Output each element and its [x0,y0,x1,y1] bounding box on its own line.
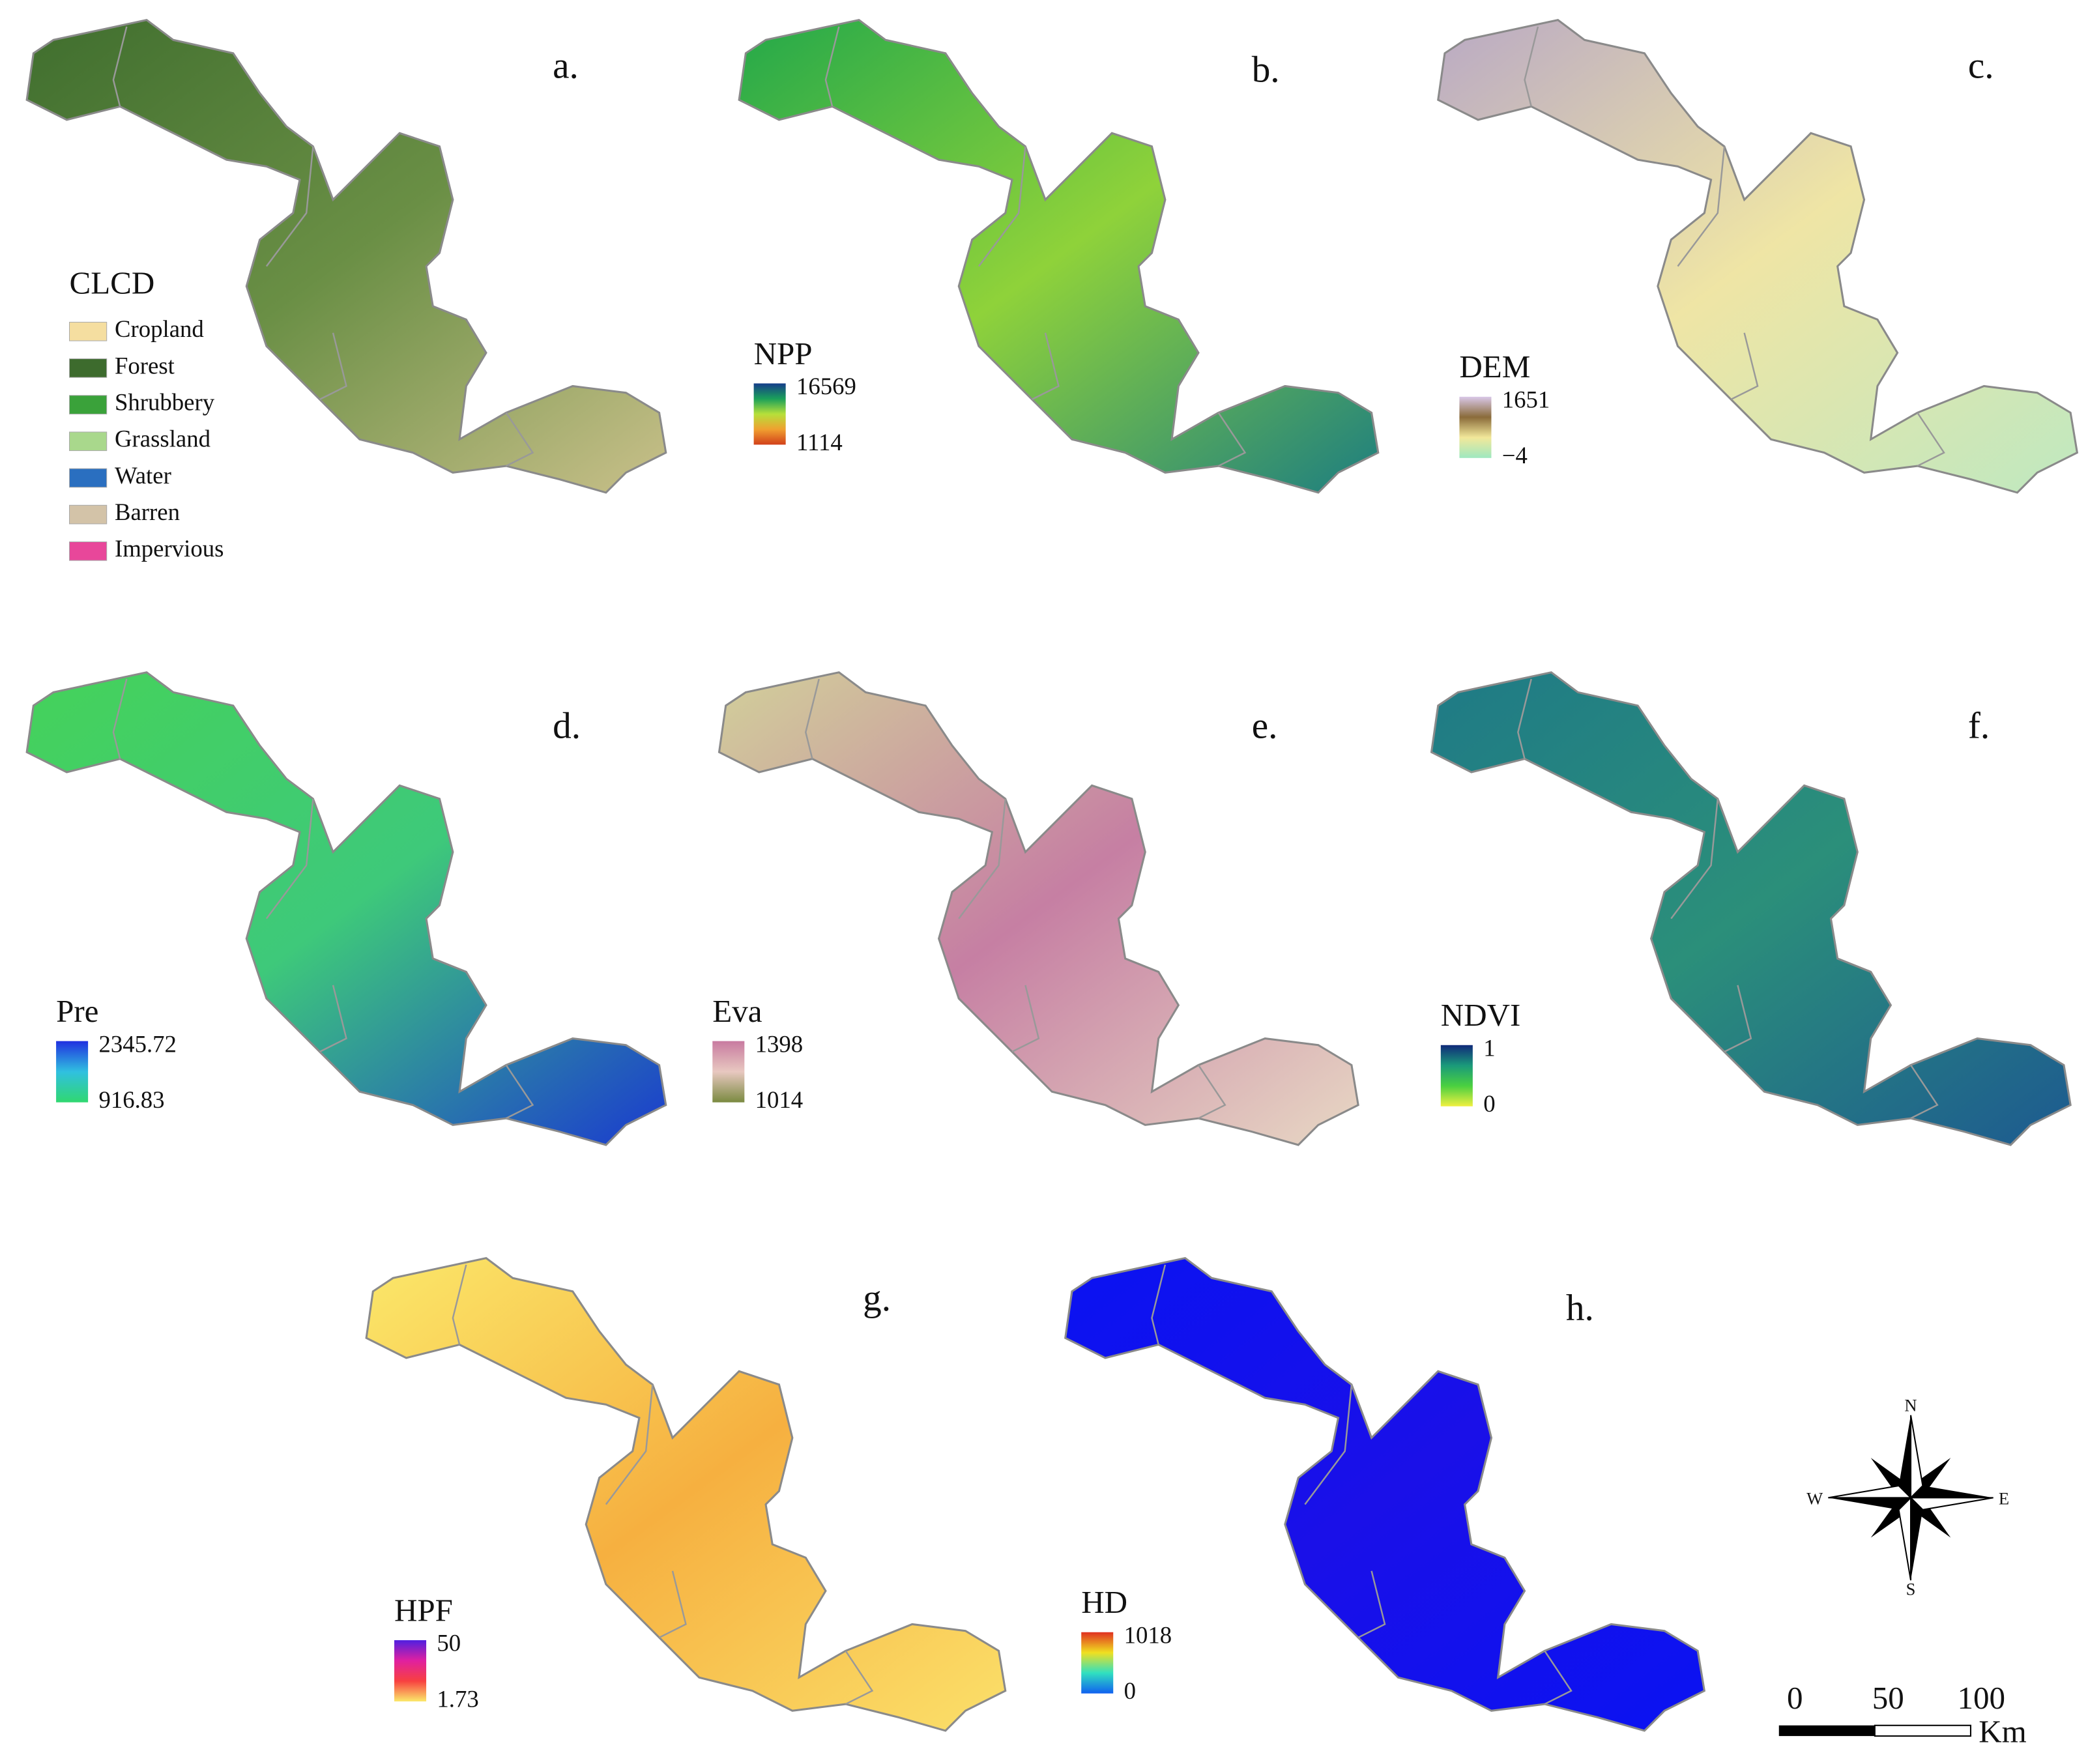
color-bar [1459,396,1492,458]
legend-min: 1.73 [437,1685,478,1712]
legend-min: 1114 [796,429,843,455]
panel-label: d. [553,706,581,747]
legend-title: Pre [56,993,98,1029]
scale-white [1874,1724,1971,1737]
legend-max: 50 [437,1630,461,1656]
color-bar [753,383,786,445]
map-panel [1430,671,2072,1146]
region [365,1257,1007,1732]
compass-e: E [1999,1489,2009,1509]
legend-swatch [68,358,108,378]
panel-label: g. [863,1278,891,1319]
map-panel [718,671,1359,1146]
legend-max: 2345.72 [98,1030,177,1057]
map-panel [25,671,667,1146]
legend-swatch [68,321,108,341]
region [1064,1257,1706,1732]
panel-label: b. [1252,49,1280,90]
legend-max: 1398 [755,1030,804,1057]
compass-n: N [1904,1396,1917,1415]
color-bar [394,1640,427,1701]
legend-item: Grassland [115,426,210,452]
legend-item: Water [115,462,171,489]
legend-max: 1 [1483,1034,1495,1061]
legend-swatch [68,431,108,452]
compass-light [1828,1415,1994,1581]
boundary [112,678,534,1120]
region [718,671,1359,1146]
legend-title: CLCD [70,265,155,300]
panel-label: e. [1252,706,1278,747]
legend-swatch [68,395,108,414]
legend-min: 916.83 [98,1086,164,1113]
region [25,19,667,494]
scale-unit: Km [1979,1713,2027,1749]
compass [1828,1415,1994,1581]
legend-title: NDVI [1441,997,1521,1033]
legend-title: Eva [712,993,762,1029]
region [738,19,1380,494]
map-panel [1437,19,2079,494]
map-panel [738,19,1380,494]
compass-w: W [1806,1489,1823,1509]
map-panel [365,1257,1007,1732]
legend-item: Forest [115,352,175,379]
region [1437,19,2079,494]
color-bar [712,1041,745,1103]
legend-min: 1014 [755,1086,804,1113]
legend-item: Shrubbery [115,389,215,416]
legend-title: HPF [394,1592,453,1628]
legend-max: 1018 [1124,1621,1172,1648]
legend-title: DEM [1459,349,1530,384]
color-bar [1081,1632,1114,1694]
panel-label: a. [553,45,579,86]
panel-label: f. [1968,706,1990,747]
scale-tick: 50 [1872,1680,1904,1716]
legend-max: 16569 [796,373,856,399]
scale-tick: 0 [1787,1680,1803,1716]
legend-item: Impervious [115,535,224,562]
boundary [1517,678,1939,1120]
scale-black [1778,1725,1875,1737]
legend-title: NPP [754,336,813,371]
boundary [1151,1264,1573,1705]
boundary [824,26,1247,467]
legend-min: −4 [1502,442,1528,469]
legend-min: 0 [1124,1677,1136,1704]
legend-min: 0 [1483,1090,1495,1117]
legend-item: Cropland [115,315,204,342]
boundary [1524,26,1945,467]
boundary [452,1264,874,1705]
legend-swatch [68,468,108,488]
legend-swatch [68,541,108,561]
scale-tick: 100 [1958,1680,2006,1716]
map-panel [25,19,667,494]
legend-swatch [68,504,108,525]
legend-title: HD [1081,1584,1127,1620]
panel-label: h. [1566,1287,1594,1328]
compass-s: S [1906,1580,1916,1599]
color-bar [1440,1045,1473,1106]
region [25,671,667,1146]
boundary [112,26,534,467]
map-panel [1064,1257,1706,1732]
legend-max: 1651 [1502,386,1550,412]
boundary [805,678,1226,1120]
color-bar [56,1041,89,1103]
panel-label: c. [1968,45,1994,86]
legend-item: Barren [115,499,180,525]
region [1430,671,2072,1146]
